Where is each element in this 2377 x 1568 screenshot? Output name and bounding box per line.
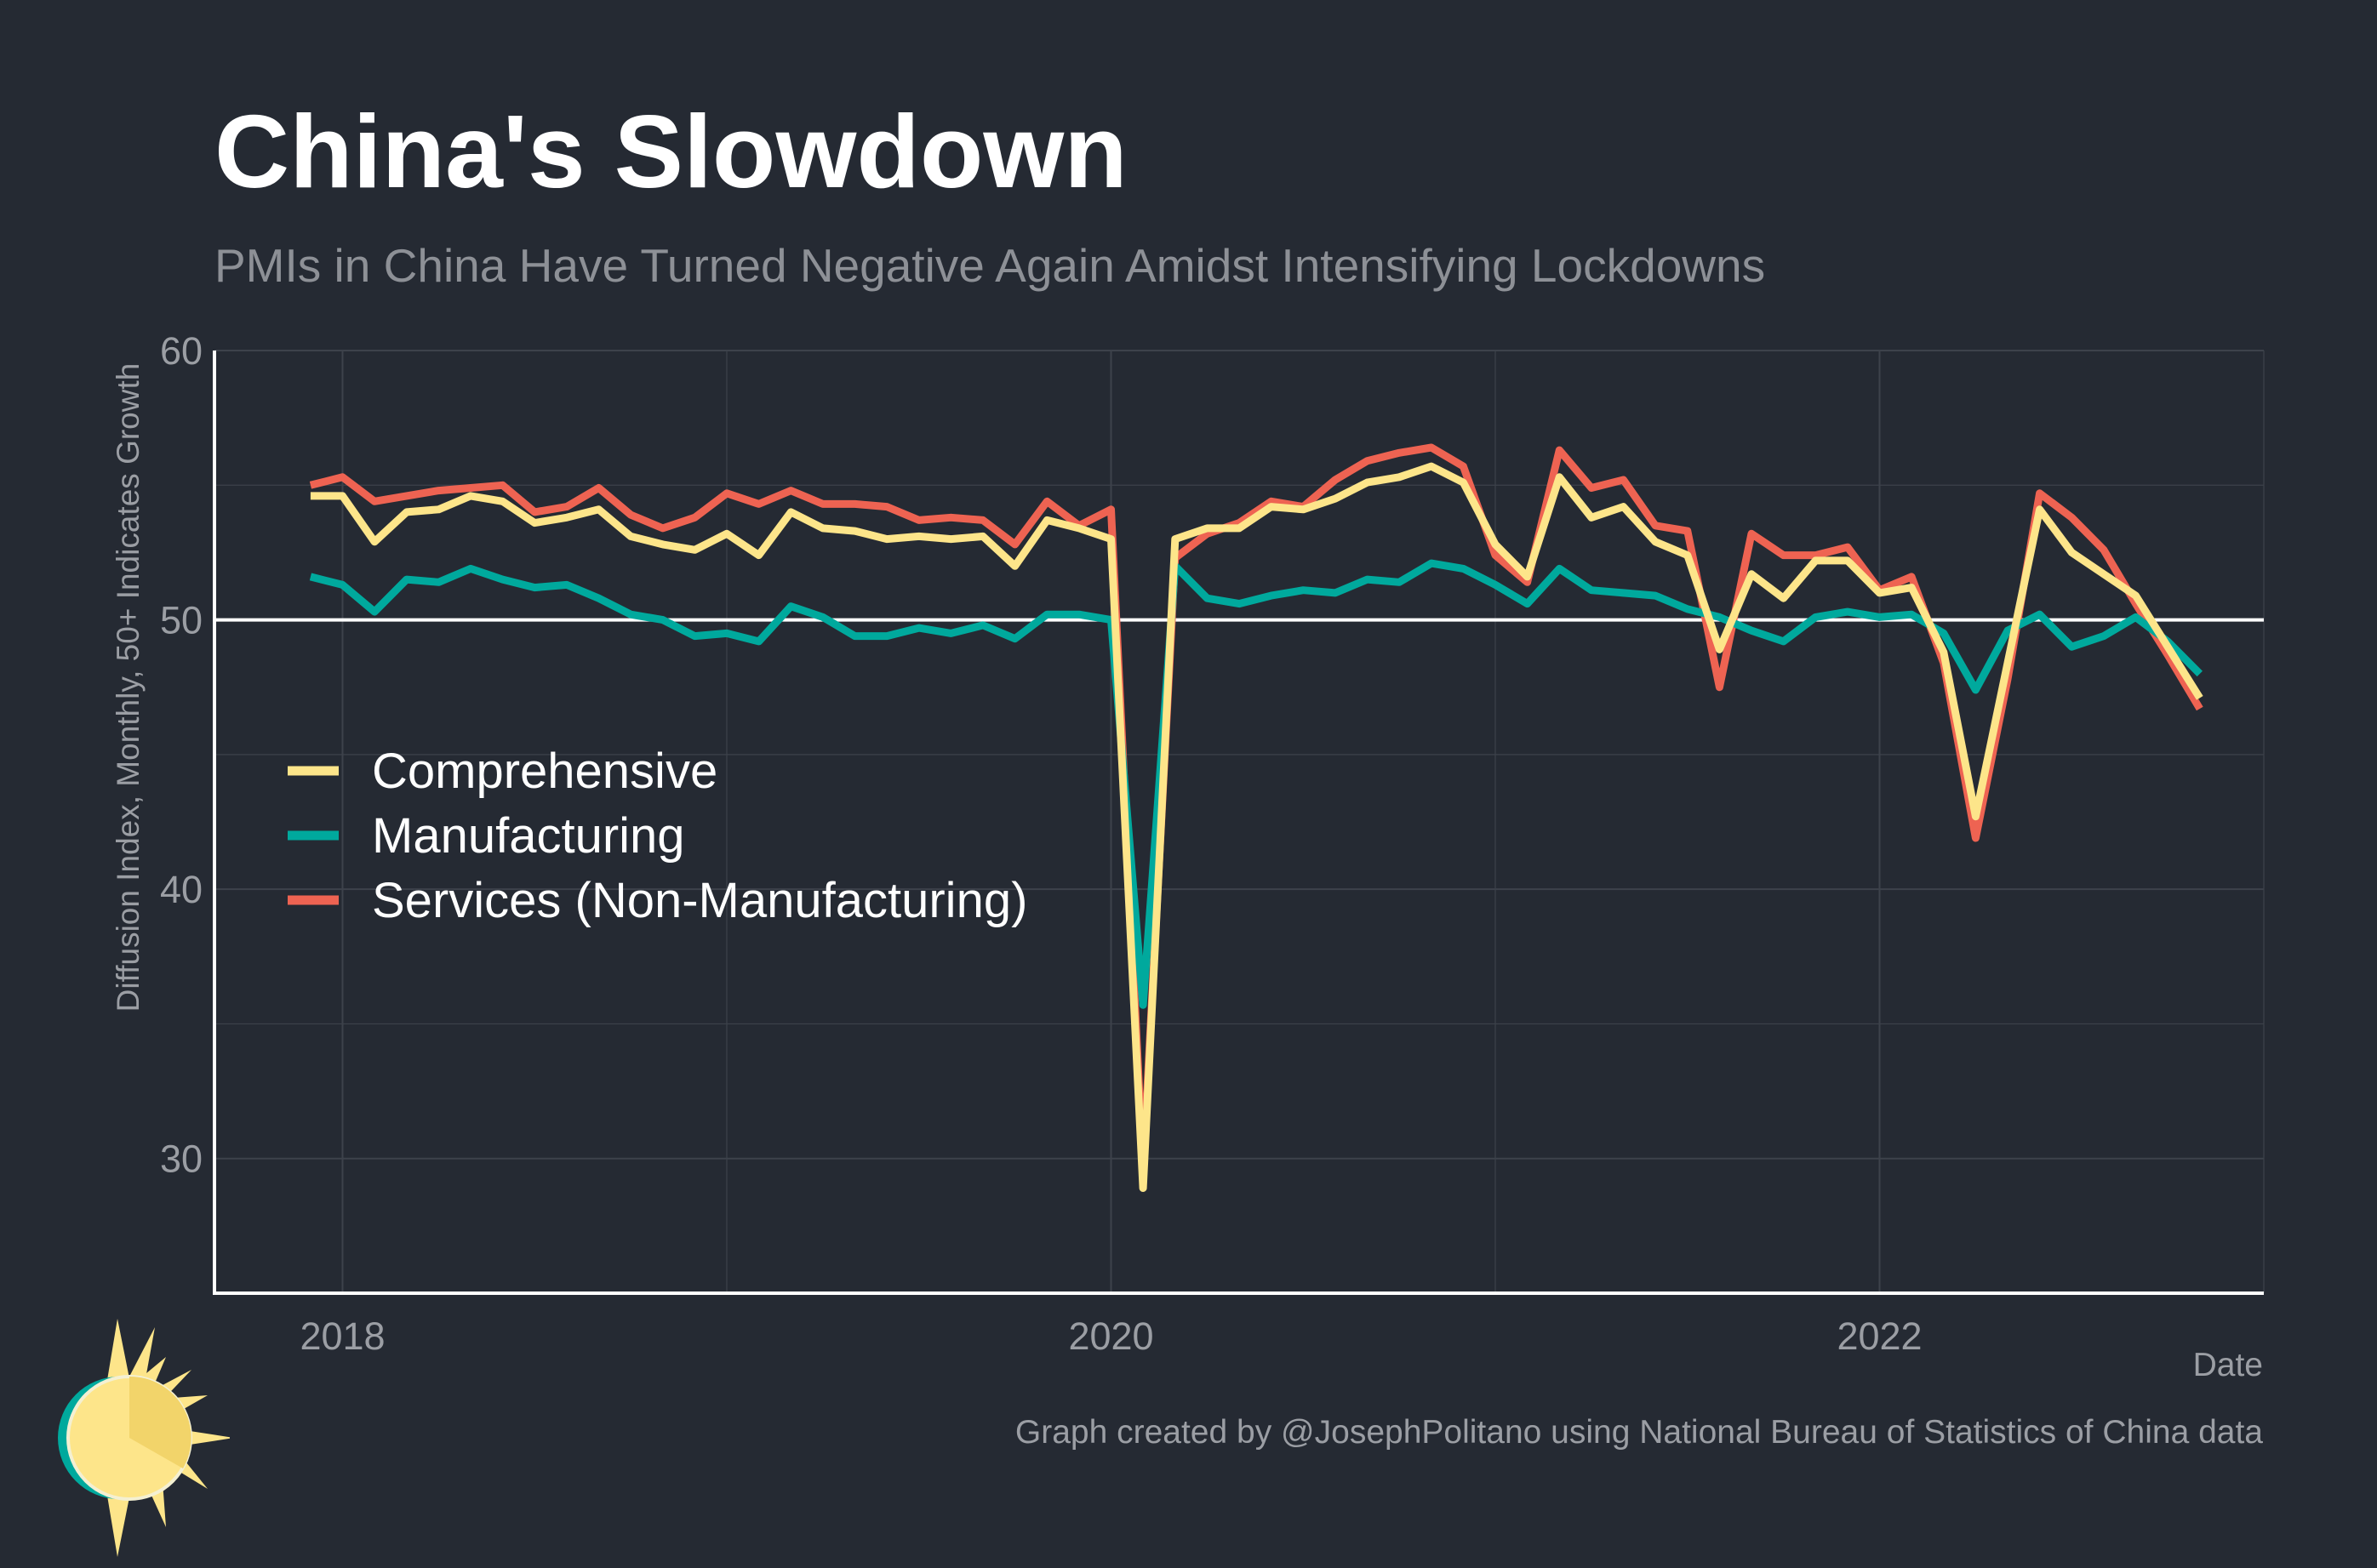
y-tick-label: 30 <box>160 1138 203 1181</box>
legend-label: Services (Non-Manufacturing) <box>372 873 1027 928</box>
chart-title: China's Slowdown <box>214 94 1128 209</box>
sun-logo-icon <box>58 1319 230 1557</box>
x-tick-label: 2020 <box>1068 1314 1153 1358</box>
series-line-manufacturing <box>309 559 2203 1009</box>
x-tick-label: 2022 <box>1837 1314 1922 1358</box>
series-line-services-non-manufacturing <box>309 443 2203 1173</box>
x-axis-label: Date <box>2192 1347 2263 1383</box>
legend-label: Comprehensive <box>372 744 717 799</box>
legend: Comprehensive Manufacturing Services (Non-… <box>288 744 1027 928</box>
y-tick-label: 40 <box>160 868 203 911</box>
series-layer <box>309 443 2203 1192</box>
source-caption: Graph created by @JosephPolitano using N… <box>1014 1414 2263 1451</box>
axes: 30 40 50 60 2018 2020 2022 <box>160 329 2264 1358</box>
y-tick-label: 60 <box>160 329 203 373</box>
y-tick-label: 50 <box>160 599 203 642</box>
series-line-comprehensive <box>310 462 2203 1192</box>
x-tick-label: 2018 <box>300 1314 385 1358</box>
legend-label: Manufacturing <box>372 808 685 864</box>
chart-subtitle: PMIs in China Have Turned Negative Again… <box>214 239 1766 292</box>
y-axis-label: Diffusion Index, Monthly, 50+ Indicates … <box>111 363 146 1012</box>
